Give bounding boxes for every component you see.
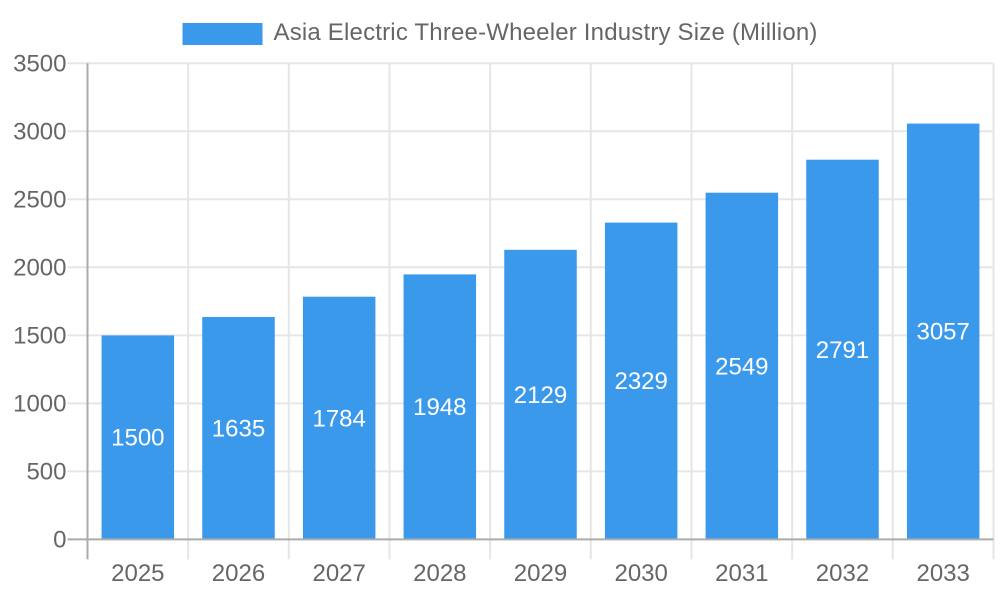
svg-text:2027: 2027 xyxy=(312,560,365,587)
svg-text:2500: 2500 xyxy=(13,187,66,214)
svg-text:3500: 3500 xyxy=(13,51,66,78)
svg-text:2329: 2329 xyxy=(614,368,667,395)
svg-text:500: 500 xyxy=(26,459,66,486)
svg-text:1635: 1635 xyxy=(212,415,265,442)
svg-text:2025: 2025 xyxy=(111,560,164,587)
svg-text:2000: 2000 xyxy=(13,255,66,282)
svg-text:1784: 1784 xyxy=(312,405,365,432)
svg-text:2029: 2029 xyxy=(514,560,567,587)
svg-text:2033: 2033 xyxy=(916,560,969,587)
svg-text:2129: 2129 xyxy=(514,382,567,409)
svg-text:2026: 2026 xyxy=(212,560,265,587)
svg-text:Asia Electric Three-Wheeler In: Asia Electric Three-Wheeler Industry Siz… xyxy=(274,19,818,46)
svg-text:1500: 1500 xyxy=(13,323,66,350)
svg-text:1948: 1948 xyxy=(413,394,466,421)
svg-text:1500: 1500 xyxy=(111,425,164,452)
svg-text:2791: 2791 xyxy=(816,337,869,364)
svg-text:3057: 3057 xyxy=(916,319,969,346)
svg-text:1000: 1000 xyxy=(13,391,66,418)
svg-text:2549: 2549 xyxy=(715,353,768,380)
svg-text:2030: 2030 xyxy=(614,560,667,587)
svg-text:2028: 2028 xyxy=(413,560,466,587)
svg-text:0: 0 xyxy=(53,527,66,554)
svg-text:2031: 2031 xyxy=(715,560,768,587)
svg-text:2032: 2032 xyxy=(816,560,869,587)
svg-text:3000: 3000 xyxy=(13,119,66,146)
